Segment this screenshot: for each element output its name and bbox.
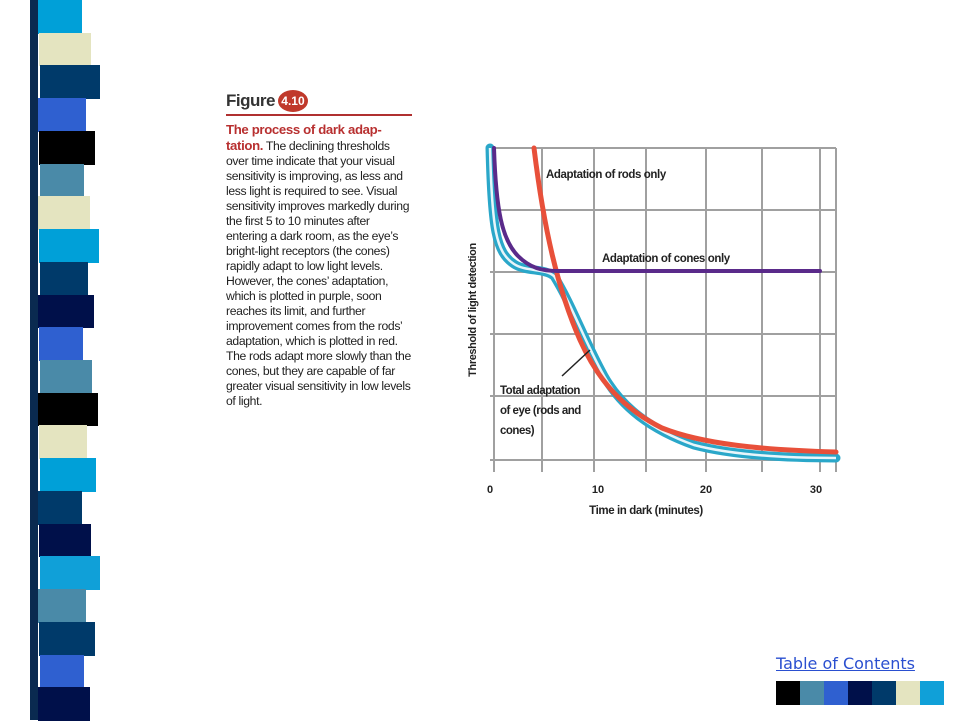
figure-rule bbox=[226, 114, 412, 116]
nav-button-1[interactable] bbox=[776, 681, 800, 705]
x-tick-10: 10 bbox=[592, 484, 604, 496]
x-tick-20: 20 bbox=[700, 484, 712, 496]
nav-button-4[interactable] bbox=[848, 681, 872, 705]
stripe-block bbox=[39, 523, 91, 558]
cones-curve bbox=[492, 146, 822, 273]
stripe-block bbox=[38, 196, 90, 231]
stripe-block bbox=[38, 589, 86, 623]
total-label-line1: Total adaptation bbox=[500, 385, 580, 397]
rods-curve bbox=[531, 145, 839, 455]
figure-label: Figure bbox=[226, 91, 275, 110]
dark-adaptation-graph: Adaptation of rods only Adaptation of co… bbox=[467, 143, 841, 517]
caption-title: The process of dark adap-tation. bbox=[226, 122, 382, 153]
stripe-block bbox=[40, 654, 84, 689]
total-label-line3: cones) bbox=[500, 425, 535, 437]
navigation-buttons bbox=[776, 681, 944, 705]
y-axis-label: Threshold of light detection bbox=[467, 243, 479, 377]
x-axis-label: Time in dark (minutes) bbox=[589, 505, 703, 517]
stripe-block bbox=[40, 65, 100, 100]
nav-button-5[interactable] bbox=[872, 681, 896, 705]
figure-number-badge: 4.10 bbox=[277, 90, 308, 112]
stripe-block bbox=[39, 327, 83, 361]
pointer-line bbox=[561, 349, 591, 377]
cones-label: Adaptation of cones only bbox=[602, 253, 731, 265]
total-adaptation-curve-inner bbox=[488, 147, 837, 460]
stripe-block bbox=[38, 392, 98, 427]
stripe-block bbox=[38, 0, 82, 34]
figure-caption: Figure 4.10 The process of dark adap-tati… bbox=[226, 90, 412, 409]
caption-text: The process of dark adap-tation. The dec… bbox=[226, 122, 412, 409]
total-label-line2: of eye (rods and bbox=[500, 405, 581, 417]
rods-label: Adaptation of rods only bbox=[546, 169, 667, 181]
stripe-block bbox=[38, 490, 82, 525]
stripe-block bbox=[38, 98, 86, 132]
stripe-block bbox=[39, 229, 99, 263]
stripe-block bbox=[40, 556, 100, 591]
stripe-block bbox=[40, 360, 92, 394]
nav-button-2[interactable] bbox=[800, 681, 824, 705]
nav-button-3[interactable] bbox=[824, 681, 848, 705]
stripe-block bbox=[40, 458, 96, 492]
stripe-block bbox=[39, 621, 95, 656]
caption-body: The declining thresholds over time indic… bbox=[226, 139, 411, 408]
stripe-block bbox=[39, 32, 91, 67]
nav-button-7[interactable] bbox=[920, 681, 944, 705]
x-tick-0: 0 bbox=[487, 484, 493, 496]
stripe-block bbox=[38, 687, 90, 721]
stripe-block bbox=[39, 425, 87, 460]
decorative-stripe bbox=[30, 0, 110, 721]
stripe-block bbox=[39, 130, 95, 165]
stripe-block bbox=[40, 163, 84, 198]
stripe-spine bbox=[30, 0, 38, 720]
stripe-block bbox=[40, 261, 88, 296]
stripe-block bbox=[38, 294, 94, 329]
nav-button-6[interactable] bbox=[896, 681, 920, 705]
x-tick-30: 30 bbox=[810, 484, 822, 496]
table-of-contents-link[interactable]: Table of Contents bbox=[776, 654, 915, 673]
